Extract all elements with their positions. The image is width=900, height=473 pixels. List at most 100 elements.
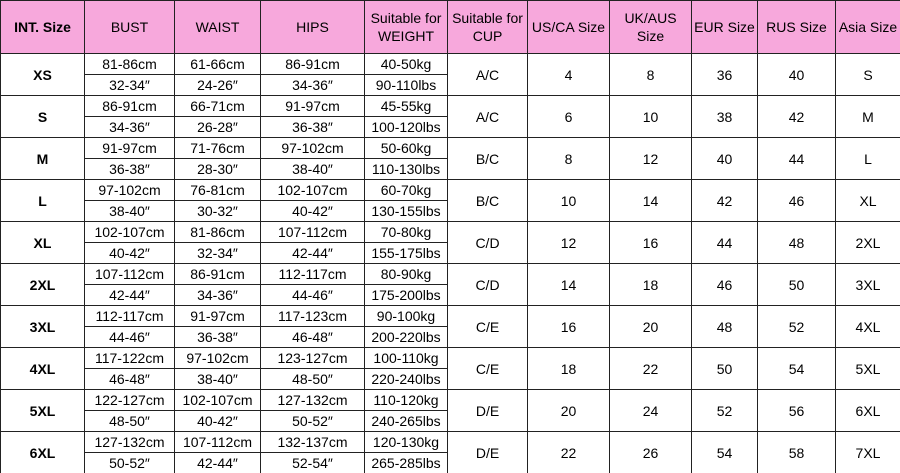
- cell: 120-130kg: [364, 431, 448, 453]
- cell: 107-112cm: [174, 431, 261, 453]
- cell: 36-38″: [84, 158, 175, 180]
- cell: 81-86cm: [174, 221, 261, 243]
- cell: 22: [609, 347, 692, 390]
- cell: C/E: [447, 347, 528, 390]
- cell: 70-80kg: [364, 221, 448, 243]
- cell: 50: [691, 347, 758, 390]
- cell: L: [835, 137, 900, 180]
- cell: 28-30″: [174, 158, 261, 180]
- cell: 42: [757, 95, 836, 138]
- cell: 26: [609, 431, 692, 473]
- cell: 46: [691, 263, 758, 306]
- cell: 97-102cm: [260, 137, 365, 159]
- cell: 52-54″: [260, 452, 365, 473]
- size-cell: 5XL: [0, 389, 85, 432]
- cell: 48: [691, 305, 758, 348]
- cell: 86-91cm: [174, 263, 261, 285]
- header-cell: HIPS: [260, 0, 365, 54]
- cell: 117-122cm: [84, 347, 175, 369]
- table-body: XS 81-86cm 61-66cm 86-91cm 40-50kg A/C 4 8 36 40 S…: [0, 53, 900, 473]
- size-cell: XS: [0, 53, 85, 96]
- cell: 54: [757, 347, 836, 390]
- cell: 6: [527, 95, 610, 138]
- size-cell: XL: [0, 221, 85, 264]
- cell: 20: [527, 389, 610, 432]
- header-cell: EUR Size: [691, 0, 758, 54]
- size-cell: 6XL: [0, 431, 85, 473]
- cell: 52: [691, 389, 758, 432]
- cell: 46-48″: [260, 326, 365, 348]
- header-cell: INT. Size: [0, 0, 85, 54]
- row: 48-50″ 40-42″ 50-52″ 240-265lbs: [1, 410, 900, 432]
- cell: 38: [691, 95, 758, 138]
- cell: 91-97cm: [84, 137, 175, 159]
- cell: 110-120kg: [364, 389, 448, 411]
- cell: 44: [691, 221, 758, 264]
- cell: 20: [609, 305, 692, 348]
- size-cell: 2XL: [0, 263, 85, 306]
- cell: 90-110lbs: [364, 74, 448, 96]
- cell: 50: [757, 263, 836, 306]
- cell: 54: [691, 431, 758, 473]
- cell: 16: [609, 221, 692, 264]
- cell: 32-34″: [84, 74, 175, 96]
- header-cell: UK/AUS Size: [609, 0, 692, 54]
- cell: 265-285lbs: [364, 452, 448, 473]
- cell: 76-81cm: [174, 179, 261, 201]
- cell: A/C: [447, 53, 528, 96]
- cell: D/E: [447, 389, 528, 432]
- cell: B/C: [447, 137, 528, 180]
- cell: 46: [757, 179, 836, 222]
- cell: 127-132cm: [260, 389, 365, 411]
- cell: 14: [609, 179, 692, 222]
- row: 6XL 127-132cm 107-112cm 132-137cm 120-130kg D…: [0, 431, 900, 473]
- cell: 8: [609, 53, 692, 96]
- header-cell: WAIST: [174, 0, 261, 54]
- cell: 18: [527, 347, 610, 390]
- size-cell: 4XL: [0, 347, 85, 390]
- cell: 112-117cm: [84, 305, 175, 327]
- cell: 42-44″: [174, 452, 261, 473]
- cell: 6XL: [835, 389, 900, 432]
- cell: 42: [691, 179, 758, 222]
- cell: C/D: [447, 263, 528, 306]
- cell: 130-155lbs: [364, 200, 448, 222]
- cell: 32-34″: [174, 242, 261, 264]
- cell: 38-40″: [174, 368, 261, 390]
- size-cell: M: [0, 137, 85, 180]
- cell: 102-107cm: [84, 221, 175, 243]
- cell: 36-38″: [174, 326, 261, 348]
- header-cell: Suitable for WEIGHT: [364, 0, 448, 54]
- cell: 60-70kg: [364, 179, 448, 201]
- header-cell: Suitable for CUP: [447, 0, 528, 54]
- cell: 97-102cm: [84, 179, 175, 201]
- cell: 40-50kg: [364, 53, 448, 75]
- cell: 42-44″: [260, 242, 365, 264]
- cell: 36: [691, 53, 758, 96]
- cell: 14: [527, 263, 610, 306]
- cell: 44-46″: [260, 284, 365, 306]
- cell: 10: [609, 95, 692, 138]
- cell: 127-132cm: [84, 431, 175, 453]
- row: 44-46″ 36-38″ 46-48″ 200-220lbs: [1, 326, 900, 348]
- cell: 112-117cm: [260, 263, 365, 285]
- cell: 175-200lbs: [364, 284, 448, 306]
- cell: 38-40″: [260, 158, 365, 180]
- cell: 4XL: [835, 305, 900, 348]
- cell: 42-44″: [84, 284, 175, 306]
- cell: 107-112cm: [260, 221, 365, 243]
- header-row: INT. Size BUST WAIST HIPS Suitable for WEIGH…: [0, 0, 900, 54]
- cell: C/E: [447, 305, 528, 348]
- cell: 22: [527, 431, 610, 473]
- cell: M: [835, 95, 900, 138]
- row: XS 81-86cm 61-66cm 86-91cm 40-50kg A/C 4 8 36 40 S: [0, 53, 900, 96]
- cell: 91-97cm: [174, 305, 261, 327]
- cell: 97-102cm: [174, 347, 261, 369]
- cell: 45-55kg: [364, 95, 448, 117]
- cell: 40-42″: [260, 200, 365, 222]
- cell: 71-76cm: [174, 137, 261, 159]
- cell: 38-40″: [84, 200, 175, 222]
- cell: 122-127cm: [84, 389, 175, 411]
- cell: 102-107cm: [260, 179, 365, 201]
